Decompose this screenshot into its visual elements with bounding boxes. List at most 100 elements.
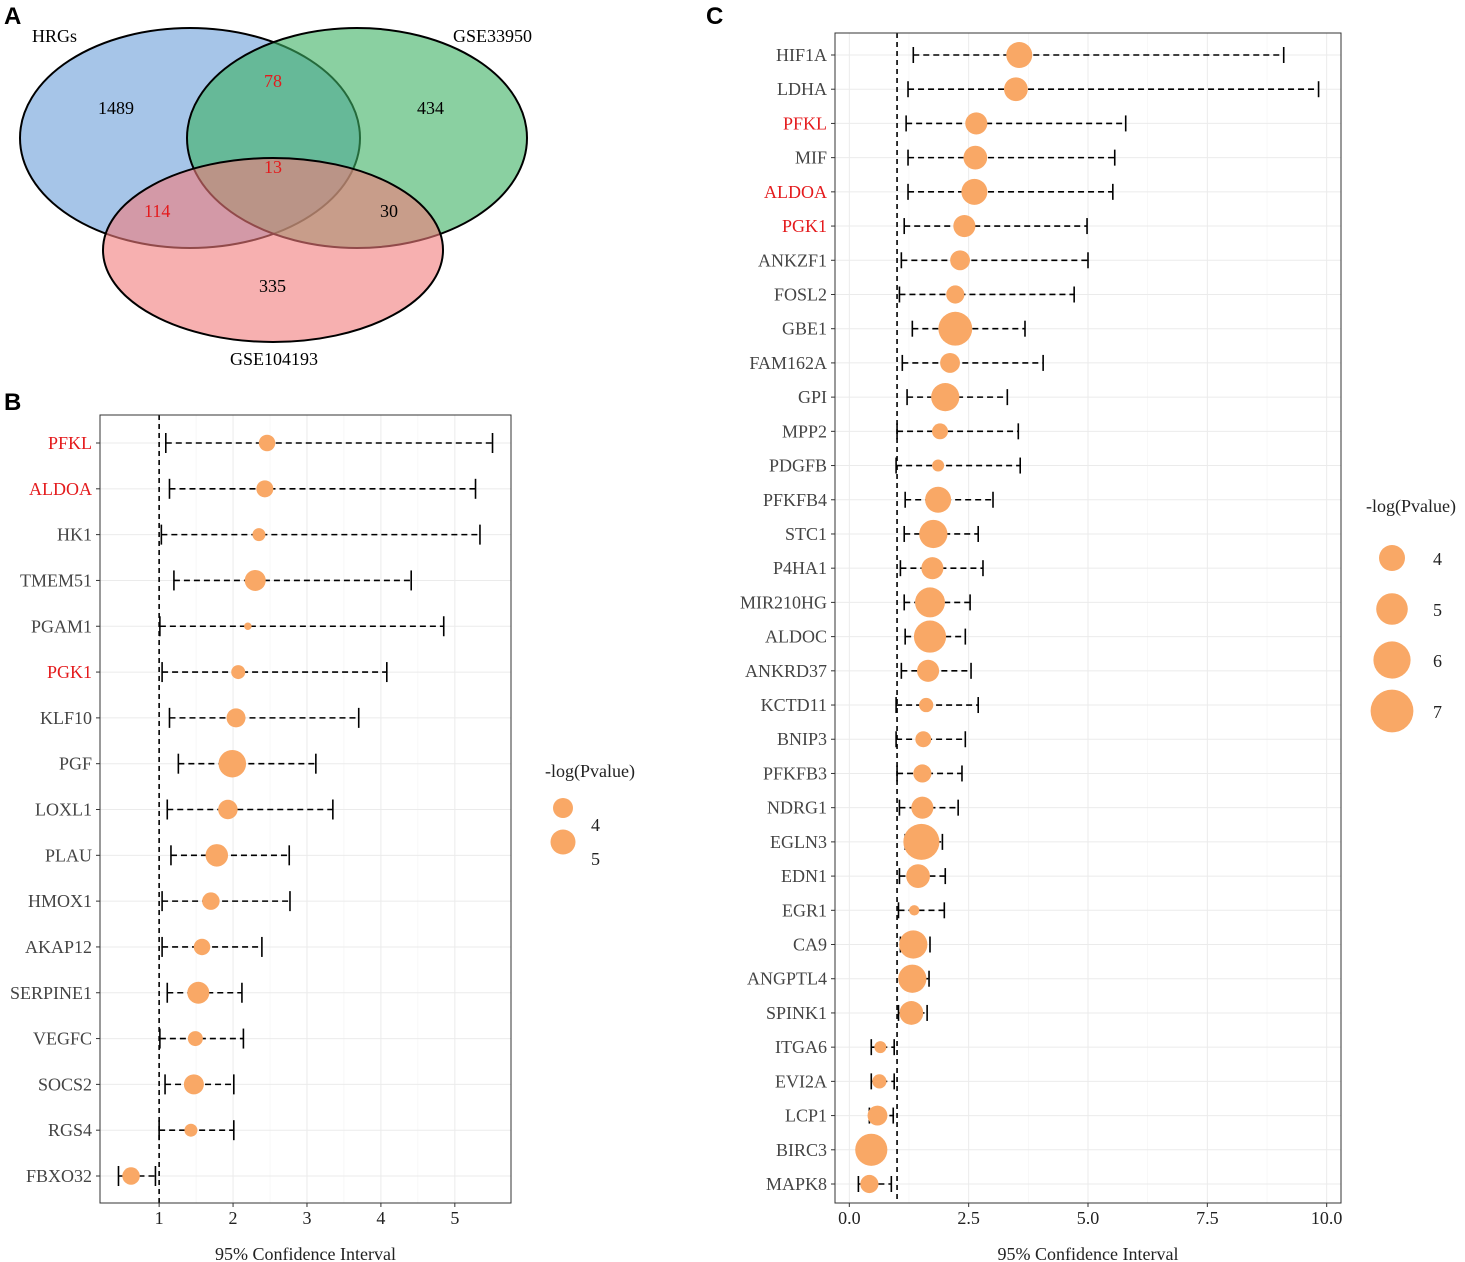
- point-estimate: [187, 981, 210, 1004]
- venn-count-hrgs-only: 1489: [98, 98, 134, 118]
- forest-row-egr1: EGR1: [782, 900, 946, 920]
- forest-row-pfkfb4: PFKFB4: [763, 486, 994, 513]
- forest-row-fosl2: FOSL2: [774, 284, 1075, 304]
- point-estimate: [226, 708, 246, 728]
- forest-row-bnip3: BNIP3: [777, 729, 967, 749]
- venn-count-hrgs-gse104193: 114: [144, 201, 170, 221]
- venn-label-gse104193: GSE104193: [230, 349, 318, 369]
- forest-row-pgk1: PGK1: [47, 662, 388, 683]
- gene-label: SOCS2: [38, 1074, 92, 1094]
- venn-count-all: 13: [264, 157, 282, 177]
- point-estimate: [122, 1167, 140, 1185]
- point-estimate: [252, 528, 266, 542]
- x-tick-label: 2.5: [957, 1208, 980, 1228]
- point-estimate: [915, 731, 932, 748]
- point-estimate: [909, 905, 920, 916]
- point-estimate: [919, 697, 934, 713]
- point-estimate: [898, 964, 927, 993]
- x-tick-label: 1: [155, 1208, 164, 1228]
- point-estimate: [932, 459, 945, 472]
- point-estimate: [231, 665, 246, 680]
- legend-title: -log(Pvalue): [1366, 496, 1456, 517]
- forest-row-spink1: SPINK1: [766, 1001, 928, 1025]
- point-estimate: [965, 112, 988, 135]
- gene-label: ANGPTL4: [747, 969, 827, 989]
- gene-label: ALDOA: [764, 182, 827, 202]
- venn-count-gse33950-gse104193: 30: [380, 201, 398, 221]
- venn-label-hrgs: HRGs: [32, 26, 77, 46]
- gene-label: TMEM51: [20, 570, 92, 590]
- forest-row-aldoc: ALDOC: [765, 620, 967, 653]
- forest-row-itga6: ITGA6: [775, 1037, 895, 1057]
- gene-label: KCTD11: [761, 695, 827, 715]
- gene-label: RGS4: [48, 1120, 92, 1140]
- panel-label-b: B: [4, 389, 21, 416]
- point-estimate: [860, 1174, 879, 1194]
- gene-label: BIRC3: [776, 1140, 827, 1160]
- forest-row-pfkl: PFKL: [48, 433, 494, 453]
- point-estimate: [899, 930, 928, 959]
- gene-label: LCP1: [785, 1106, 827, 1126]
- point-estimate: [913, 764, 932, 783]
- point-estimate: [903, 823, 940, 860]
- forest-row-angptl4: ANGPTL4: [747, 964, 930, 993]
- x-tick-label: 10.0: [1311, 1208, 1343, 1228]
- point-estimate: [183, 1074, 204, 1095]
- forest-row-ca9: CA9: [793, 930, 931, 959]
- forest-plot-b: 1 2 3 4 5 PFKL ALDOA HK1 TMEM51 PGAM1 PGK1 KLF10 PGF…: [10, 414, 635, 1262]
- forest-row-lcp1: LCP1: [785, 1106, 895, 1126]
- point-estimate: [925, 486, 952, 513]
- venn-set-gse104193: [102, 157, 444, 343]
- gene-label: PFKL: [48, 433, 92, 453]
- gene-label: PFKL: [783, 113, 827, 133]
- gene-label: CA9: [793, 935, 827, 955]
- gene-label: EGLN3: [770, 832, 827, 852]
- forest-row-serpine1: SERPINE1: [10, 981, 243, 1004]
- point-estimate: [953, 215, 976, 238]
- forest-row-gpi: GPI: [798, 383, 1009, 412]
- gene-label: ANKZF1: [758, 250, 827, 270]
- forest-row-ldha: LDHA: [777, 77, 1320, 102]
- point-estimate: [244, 622, 252, 630]
- forest-row-mir210hg: MIR210HG: [740, 587, 971, 618]
- forest-row-kctd11: KCTD11: [761, 695, 980, 715]
- gene-label: FAM162A: [749, 353, 827, 373]
- gene-label: SERPINE1: [10, 983, 92, 1003]
- legend-label: 7: [1433, 702, 1442, 722]
- forest-row-akap12: AKAP12: [25, 936, 263, 957]
- point-estimate: [938, 311, 973, 346]
- point-estimate: [855, 1133, 888, 1166]
- point-estimate: [963, 145, 988, 170]
- gene-label: PGK1: [47, 662, 92, 682]
- gene-label: PFKFB4: [763, 490, 827, 510]
- gene-label: MIF: [795, 148, 827, 168]
- legend-circle: [1373, 641, 1411, 679]
- forest-row-gbe1: GBE1: [782, 311, 1026, 346]
- point-estimate: [921, 557, 944, 580]
- legend-label: 4: [591, 815, 600, 835]
- gene-label: FBXO32: [26, 1166, 92, 1186]
- gene-label: PLAU: [45, 845, 92, 865]
- venn-diagram: HRGs GSE33950 GSE104193 1489 434 335 78 …: [19, 26, 532, 369]
- gene-label: LDHA: [777, 79, 827, 99]
- forest-row-rgs4: RGS4: [48, 1120, 235, 1141]
- point-estimate: [184, 1123, 198, 1137]
- gene-label: EGR1: [782, 900, 827, 920]
- point-estimate: [874, 1041, 887, 1054]
- forest-row-pdgfb: PDGFB: [769, 456, 1022, 476]
- forest-row-egln3: EGLN3: [770, 823, 944, 860]
- gene-label: ANKRD37: [745, 661, 827, 681]
- gene-label: LOXL1: [35, 800, 92, 820]
- point-estimate: [256, 480, 274, 498]
- forest-row-hmox1: HMOX1: [28, 891, 291, 912]
- forest-row-stc1: STC1: [785, 519, 980, 549]
- forest-row-plau: PLAU: [45, 844, 291, 867]
- x-tick-label: 0.0: [838, 1208, 861, 1228]
- forest-row-birc3: BIRC3: [776, 1133, 888, 1166]
- plot-border: [834, 32, 1342, 1204]
- gene-label: SPINK1: [766, 1003, 827, 1023]
- forest-row-vegfc: VEGFC: [33, 1028, 245, 1049]
- gene-label: STC1: [785, 524, 827, 544]
- legend-label: 5: [1433, 600, 1442, 620]
- legend-circle: [1376, 593, 1408, 625]
